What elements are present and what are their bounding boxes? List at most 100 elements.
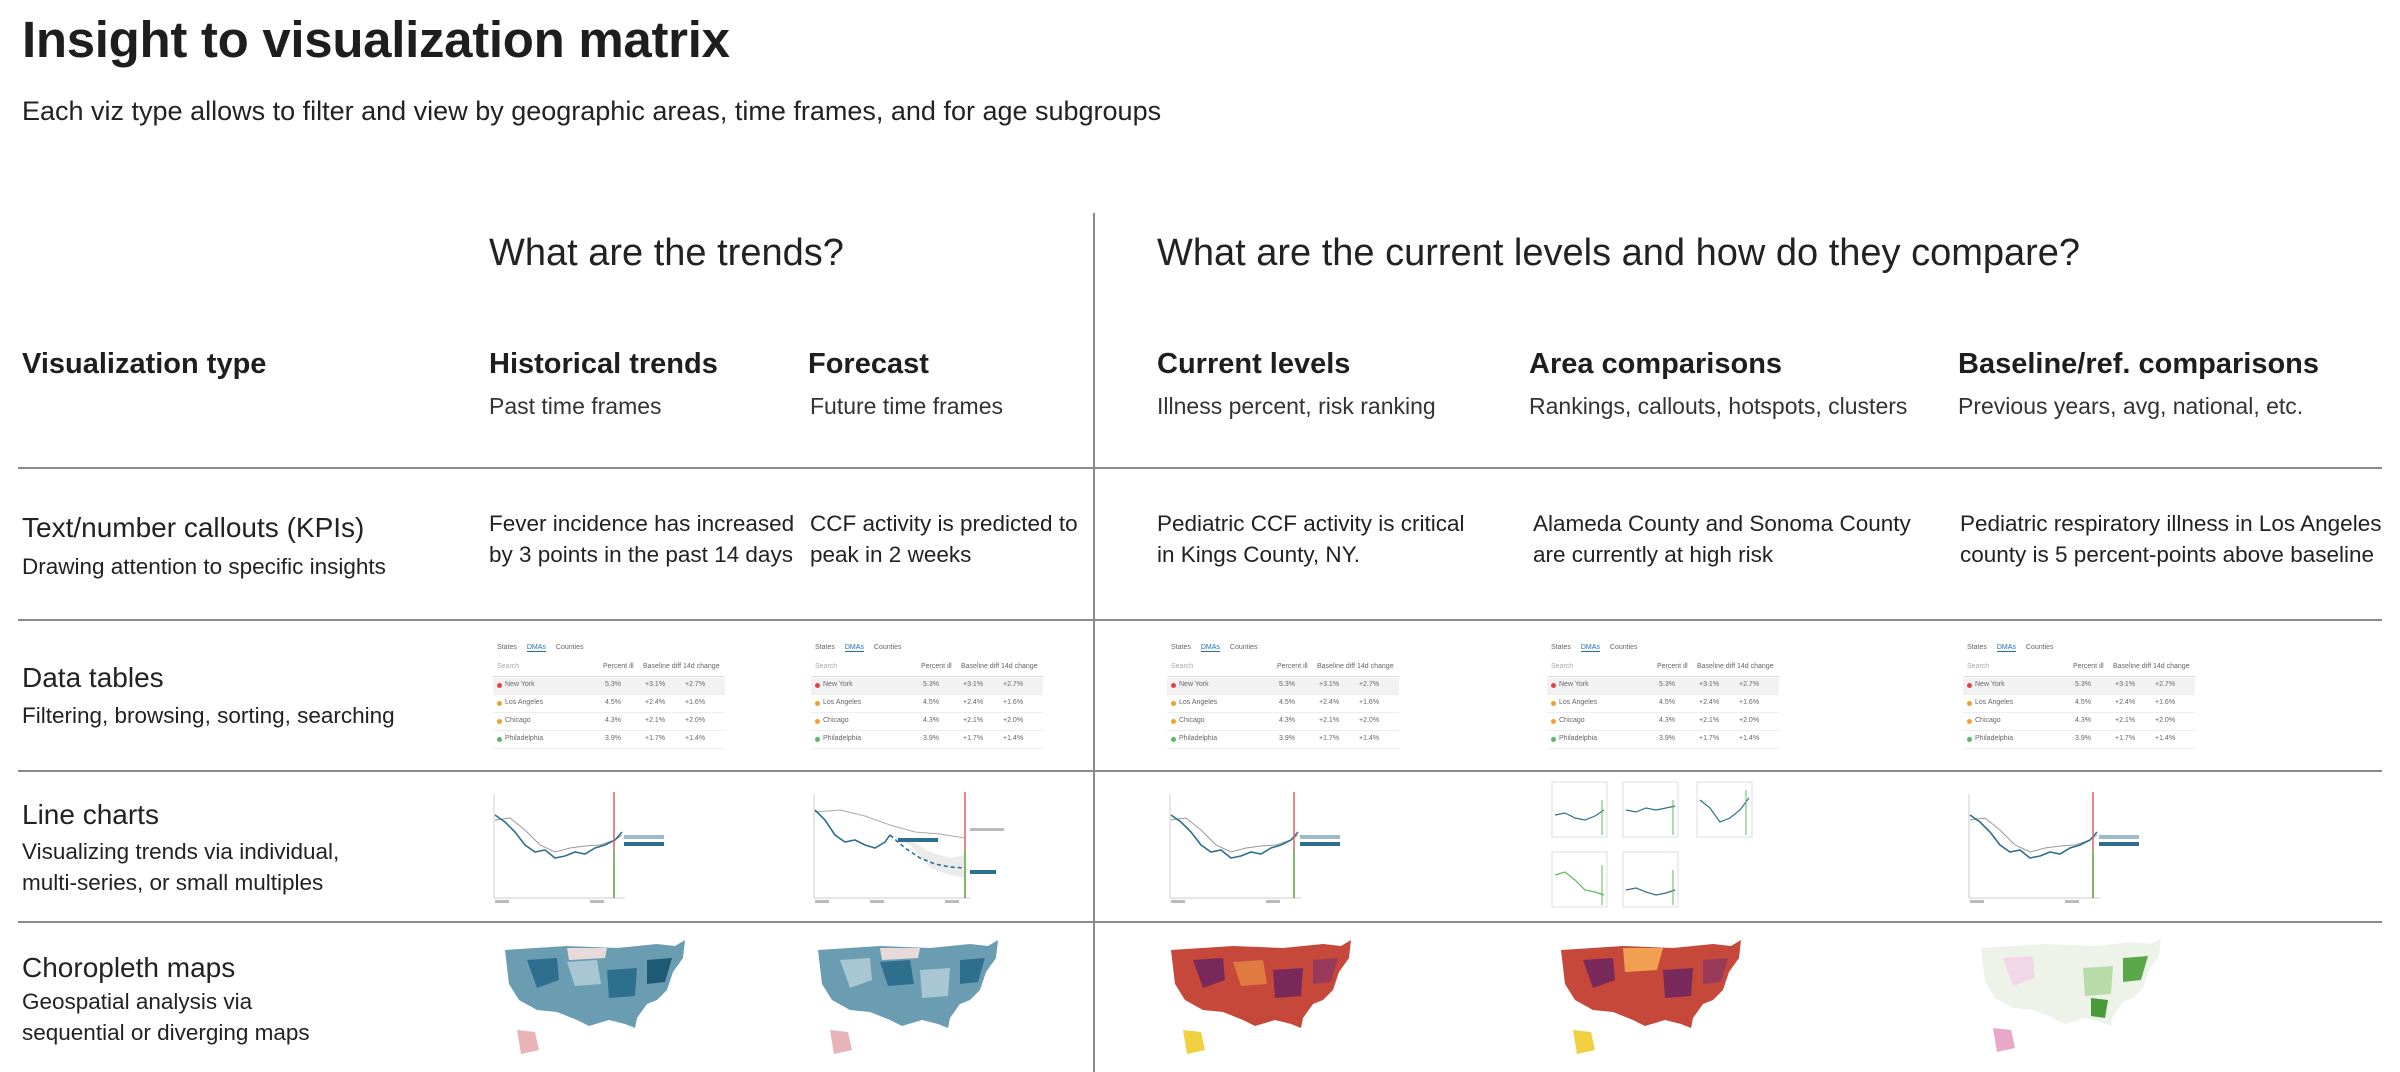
- status-dot: [1967, 737, 1972, 742]
- mini-table-row: Philadelphia 3.9% +1.7% +1.4%: [1963, 732, 2195, 749]
- mini-table-cell: 4.3%: [2075, 717, 2091, 724]
- mini-table-row: Los Angeles 4.5% +2.4% +1.6%: [493, 696, 725, 713]
- row-divider: [18, 619, 2382, 621]
- mini-table-row: Philadelphia 3.9% +1.7% +1.4%: [1167, 732, 1399, 749]
- mini-table-tab: DMAs: [1580, 644, 1600, 652]
- mini-table-cell-name: Los Angeles: [1975, 699, 2014, 706]
- row-header-label: Visualization type: [22, 348, 267, 380]
- group-header-trends: What are the trends?: [489, 232, 844, 274]
- mini-table-tabs: States DMAs Counties: [1171, 644, 1258, 652]
- column-divider: [1093, 213, 1095, 1072]
- mini-table-tab: States: [1171, 644, 1191, 651]
- mini-table-cell: +2.4%: [645, 699, 666, 706]
- kpi-historical: Fever incidence has increased by 3 point…: [489, 508, 794, 570]
- row-title-kpi: Text/number callouts (KPIs): [22, 512, 365, 543]
- mini-table-cell: +1.7%: [1319, 735, 1340, 742]
- mini-table-row: Chicago 4.3% +2.1% +2.0%: [1547, 714, 1779, 731]
- mini-table-cell-name: Philadelphia: [1179, 735, 1218, 742]
- mini-table-cell: +1.7%: [963, 735, 984, 742]
- kpi-line: in Kings County, NY.: [1157, 542, 1361, 567]
- small-multiple-panel: [1696, 781, 1753, 838]
- mini-table-cell: +3.1%: [1319, 681, 1340, 688]
- mini-table-cell: 5.3%: [923, 681, 939, 688]
- kpi-line: are currently at high risk: [1533, 542, 1774, 567]
- mini-table-column-header: Percent ill: [1657, 663, 1688, 670]
- row-subtitle-tables: Filtering, browsing, sorting, searching: [22, 703, 395, 728]
- mini-table-tabs: States DMAs Counties: [815, 644, 902, 652]
- kpi-area: Alameda County and Sonoma County are cur…: [1533, 508, 1911, 570]
- status-dot: [1967, 683, 1972, 688]
- mini-table-tab: DMAs: [1996, 644, 2016, 652]
- column-title-current: Current levels: [1157, 348, 1351, 380]
- row-title-tables: Data tables: [22, 662, 164, 693]
- mini-table-search: Search: [1551, 663, 1574, 670]
- kpi-line: by 3 points in the past 14 days: [489, 542, 793, 567]
- mini-table-column-header: Percent ill: [921, 663, 952, 670]
- mini-table-cell: +2.0%: [1003, 717, 1024, 724]
- column-title-area: Area comparisons: [1529, 348, 1783, 380]
- mini-table-search: Search: [1967, 663, 1990, 670]
- kpi-line: Pediatric respiratory illness in Los Ang…: [1960, 511, 2382, 536]
- mini-table-cell: 5.3%: [1659, 681, 1675, 688]
- mini-table-search: Search: [815, 663, 838, 670]
- mini-table-column-header: 14d change: [683, 663, 720, 670]
- column-title-forecast: Forecast: [808, 348, 929, 380]
- mini-data-table: States DMAs Counties Search Percent ill Basel…: [1167, 644, 1399, 752]
- mini-table-cell: 4.3%: [605, 717, 621, 724]
- mini-data-table: States DMAs Counties Search Percent ill Basel…: [1963, 644, 2195, 752]
- status-dot: [1171, 701, 1176, 706]
- choropleth-map-historical: [505, 940, 685, 1054]
- mini-table-tabs: States DMAs Counties: [1551, 644, 1638, 652]
- mini-table-column-header: Baseline diff: [961, 663, 1000, 670]
- mini-table-cell-name: Chicago: [823, 717, 849, 724]
- line-chart-thumbnail-historical: [493, 792, 664, 903]
- kpi-current: Pediatric CCF activity is critical in Ki…: [1157, 508, 1465, 570]
- mini-table-cell: +1.6%: [1359, 699, 1380, 706]
- mini-table-cell-name: Chicago: [1975, 717, 2001, 724]
- status-dot: [815, 683, 820, 688]
- mini-table-tab: Counties: [555, 644, 584, 651]
- line-chart-thumbnail-forecast: [813, 792, 1004, 903]
- kpi-line: Fever incidence has increased: [489, 511, 795, 536]
- status-dot: [497, 737, 502, 742]
- choropleth-map-area: [1561, 940, 1741, 1054]
- mini-table-cell: +3.1%: [2115, 681, 2136, 688]
- status-dot: [1551, 719, 1556, 724]
- mini-table-tabs: States DMAs Counties: [1967, 644, 2054, 652]
- mini-table-row: New York 5.3% +3.1% +2.7%: [1167, 678, 1399, 695]
- mini-table-cell-name: Chicago: [1179, 717, 1205, 724]
- mini-data-table: States DMAs Counties Search Percent ill Basel…: [493, 644, 725, 752]
- status-dot: [1551, 737, 1556, 742]
- column-subtitle-forecast: Future time frames: [810, 393, 1003, 419]
- mini-table-row: Chicago 4.3% +2.1% +2.0%: [1963, 714, 2195, 731]
- status-dot: [1551, 683, 1556, 688]
- line-chart-thumbnail-baseline: [1968, 792, 2139, 903]
- mini-table-cell: 3.9%: [1659, 735, 1675, 742]
- mini-table-cell: +2.4%: [1319, 699, 1340, 706]
- mini-table-cell: 3.9%: [1279, 735, 1295, 742]
- mini-table-column-header: Baseline diff: [1697, 663, 1736, 670]
- row-divider: [18, 467, 2382, 469]
- page-title: Insight to visualization matrix: [22, 11, 730, 68]
- mini-table-cell: +2.1%: [1319, 717, 1340, 724]
- mini-table-tab: States: [815, 644, 835, 651]
- mini-table-tab: States: [1551, 644, 1571, 651]
- mini-table-tab: DMAs: [844, 644, 864, 652]
- mini-data-table: States DMAs Counties Search Percent ill Basel…: [1547, 644, 1779, 752]
- group-header-levels: What are the current levels and how do t…: [1157, 232, 2081, 274]
- mini-table-cell: +2.1%: [2115, 717, 2136, 724]
- mini-table-cell-name: Los Angeles: [505, 699, 544, 706]
- mini-table-row: New York 5.3% +3.1% +2.7%: [1547, 678, 1779, 695]
- mini-table-cell: 4.5%: [1659, 699, 1675, 706]
- mini-table-row: Philadelphia 3.9% +1.7% +1.4%: [1547, 732, 1779, 749]
- mini-table-cell-name: Chicago: [505, 717, 531, 724]
- status-dot: [815, 701, 820, 706]
- mini-table-cell-name: Los Angeles: [823, 699, 862, 706]
- mini-table-cell: +1.6%: [1739, 699, 1760, 706]
- mini-table-cell-name: New York: [823, 681, 853, 688]
- mini-table-cell: +1.6%: [685, 699, 706, 706]
- mini-table-cell: +2.1%: [963, 717, 984, 724]
- mini-table-cell: +2.1%: [645, 717, 666, 724]
- column-title-baseline: Baseline/ref. comparisons: [1958, 348, 2320, 380]
- mini-table-cell-name: Los Angeles: [1559, 699, 1598, 706]
